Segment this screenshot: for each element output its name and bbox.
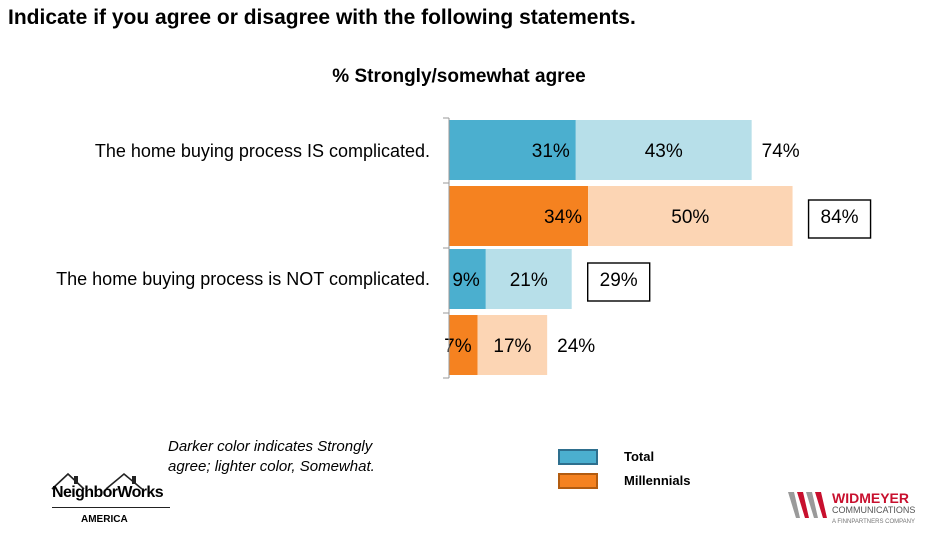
data-label-strongly-millennials-not-complicated: 7% bbox=[444, 336, 472, 357]
legend-swatch-millennials bbox=[558, 473, 598, 489]
bar-strongly-millennials-complicated bbox=[449, 186, 589, 246]
category-label-complicated: The home buying process IS complicated. bbox=[94, 141, 430, 161]
widmeyer-logo-name: WIDMEYER bbox=[832, 490, 909, 506]
widmeyer-logo: WIDMEYER COMMUNICATIONS A FINNPARTNERS C… bbox=[786, 488, 946, 532]
category-label-not-complicated: The home buying process is NOT complicat… bbox=[56, 269, 430, 289]
data-label-somewhat-total-not-complicated: 21% bbox=[510, 270, 548, 291]
total-label-millennials-complicated: 84% bbox=[821, 207, 859, 228]
widmeyer-logo-tag: A FINNPARTNERS COMPANY bbox=[832, 519, 916, 525]
chart-subtitle: % Strongly/somewhat agree bbox=[332, 66, 586, 87]
data-label-somewhat-millennials-not-complicated: 17% bbox=[493, 336, 531, 357]
bar-somewhat-millennials-complicated bbox=[588, 186, 793, 246]
chart-title: Indicate if you agree or disagree with t… bbox=[8, 6, 636, 29]
total-label-total-complicated: 74% bbox=[762, 141, 800, 162]
data-label-strongly-total-not-complicated: 9% bbox=[452, 270, 480, 291]
bar-strongly-total-complicated bbox=[449, 120, 576, 180]
total-box-total-not-complicated bbox=[587, 262, 651, 302]
logo-underline bbox=[52, 507, 170, 508]
total-label-millennials-not-complicated: 24% bbox=[557, 336, 595, 357]
neighborworks-logo-sub: AMERICA bbox=[81, 514, 128, 525]
neighborworks-logo-name: NeighborWorks bbox=[52, 484, 164, 501]
legend-swatch-total bbox=[558, 449, 598, 465]
bar-strongly-total-not-complicated bbox=[449, 249, 486, 309]
data-label-strongly-total-complicated: 31% bbox=[532, 141, 570, 162]
bar-somewhat-total-complicated bbox=[575, 120, 752, 180]
widmeyer-logo-sub: COMMUNICATIONS bbox=[832, 505, 916, 515]
total-label-total-not-complicated: 29% bbox=[600, 270, 638, 291]
total-box-millennials-complicated bbox=[807, 199, 872, 239]
bar-somewhat-total-not-complicated bbox=[485, 249, 572, 309]
data-label-strongly-millennials-complicated: 34% bbox=[544, 207, 582, 228]
bar-chart: 31% 43% 74% 9% 21% 29% 34% 50% 84% 7% 17% 24% bbox=[443, 117, 872, 379]
neighborworks-logo: NeighborWorks AMERICA bbox=[48, 470, 178, 530]
house-roofs-icon bbox=[51, 472, 143, 490]
bar-somewhat-millennials-not-complicated bbox=[477, 315, 548, 375]
legend-label-total: Total bbox=[624, 449, 655, 464]
legend-label-millennials: Millennials bbox=[624, 473, 691, 488]
color-note: Darker color indicates Strongly agree; l… bbox=[168, 438, 375, 475]
data-label-somewhat-millennials-complicated: 50% bbox=[671, 207, 709, 228]
bar-strongly-millennials-not-complicated bbox=[449, 315, 478, 375]
widmeyer-mark-icon bbox=[788, 492, 827, 518]
data-label-somewhat-total-complicated: 43% bbox=[645, 141, 683, 162]
